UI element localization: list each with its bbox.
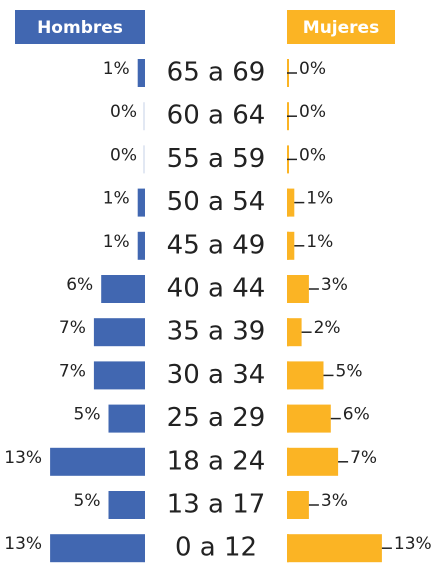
bar — [137, 231, 145, 260]
bar — [50, 447, 145, 476]
age-label: 0 a 12 — [175, 533, 257, 563]
value-label: 1% — [103, 189, 130, 209]
bar — [287, 491, 309, 519]
age-label: 60 a 64 — [167, 101, 266, 131]
bar — [287, 534, 382, 563]
value-label: 5% — [74, 491, 101, 511]
bar — [287, 188, 295, 217]
bar — [287, 318, 302, 347]
age-label: 65 a 69 — [167, 58, 266, 88]
value-label: 6% — [343, 405, 370, 425]
bar — [93, 361, 145, 390]
age-label: 13 a 17 — [167, 490, 266, 520]
age-label: 40 a 44 — [167, 274, 266, 304]
value-label: 1% — [306, 232, 333, 252]
value-label: 1% — [306, 189, 333, 209]
bar — [137, 188, 145, 217]
age-label: 30 a 34 — [167, 360, 266, 390]
bar — [137, 59, 145, 87]
age-label: 50 a 54 — [167, 187, 266, 217]
value-label: 5% — [336, 361, 363, 381]
value-label: 1% — [103, 59, 130, 79]
age-label: 18 a 24 — [167, 446, 266, 476]
value-label: 5% — [74, 405, 101, 425]
value-label: 0% — [110, 145, 137, 165]
value-label: 6% — [66, 275, 93, 295]
bar — [50, 534, 145, 563]
value-label: 2% — [314, 318, 341, 338]
value-label: 0% — [299, 102, 326, 122]
bar — [108, 491, 145, 519]
bar — [287, 404, 331, 433]
bar — [287, 231, 295, 260]
value-label: 13% — [4, 534, 42, 554]
value-label: 7% — [350, 448, 377, 468]
bar — [101, 275, 145, 303]
bar — [93, 318, 145, 347]
legend-box — [287, 10, 395, 44]
bar — [108, 404, 145, 433]
value-label: 7% — [59, 318, 86, 338]
value-label: 13% — [394, 534, 432, 554]
value-label: 1% — [103, 232, 130, 252]
value-label: 0% — [299, 145, 326, 165]
value-label: 3% — [321, 275, 348, 295]
value-label: 0% — [110, 102, 137, 122]
value-label: 0% — [299, 59, 326, 79]
age-label: 35 a 39 — [167, 317, 266, 347]
age-label: 55 a 59 — [167, 144, 266, 174]
bar — [287, 275, 309, 303]
value-label: 13% — [4, 448, 42, 468]
value-label: 3% — [321, 491, 348, 511]
value-label: 7% — [59, 361, 86, 381]
legend-label: Hombres — [37, 18, 123, 38]
age-label: 45 a 49 — [167, 230, 266, 260]
legend-label: Mujeres — [303, 18, 379, 38]
legend-box — [15, 10, 145, 44]
bar — [287, 447, 339, 476]
age-label: 25 a 29 — [167, 403, 266, 433]
bar — [287, 361, 324, 390]
